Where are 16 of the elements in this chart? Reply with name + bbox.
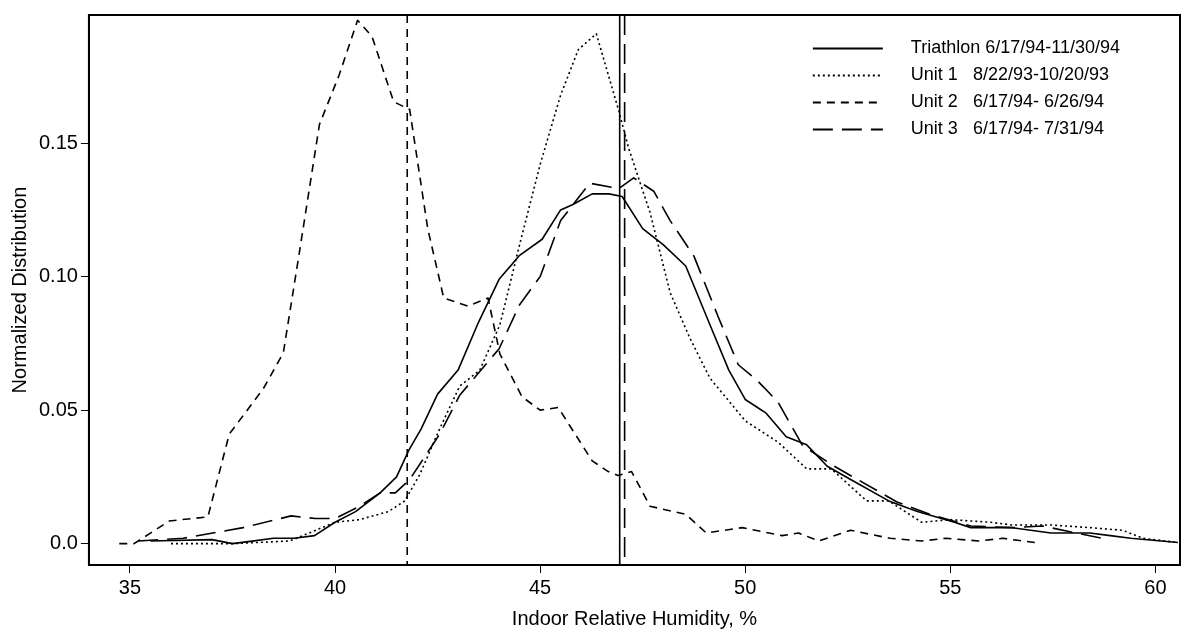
- legend-label: Unit 1 8/22/93-10/20/93: [910, 64, 1109, 85]
- y-tick-label: 0.15: [38, 130, 78, 153]
- legend-label: Unit 3 6/17/94- 7/31/94: [910, 118, 1104, 139]
- y-tick-label: 0.05: [38, 397, 78, 420]
- x-axis-title: Indoor Relative Humidity, %: [511, 606, 758, 629]
- y-tick-label: 0.0: [50, 531, 78, 554]
- x-tick-label: 40: [323, 575, 347, 598]
- legend-label: Unit 2 6/17/94- 6/26/94: [910, 91, 1104, 112]
- x-tick-label: 35: [118, 575, 142, 598]
- x-tick-label: 60: [1144, 575, 1167, 598]
- x-tick-label: 50: [734, 575, 757, 598]
- y-axis-title: Normalized Distribution: [7, 186, 30, 394]
- y-tick-label: 0.10: [38, 264, 78, 287]
- x-tick-label: 55: [939, 575, 962, 598]
- legend-label: Triathlon 6/17/94-11/30/94: [910, 37, 1121, 58]
- x-tick-label: 45: [529, 575, 552, 598]
